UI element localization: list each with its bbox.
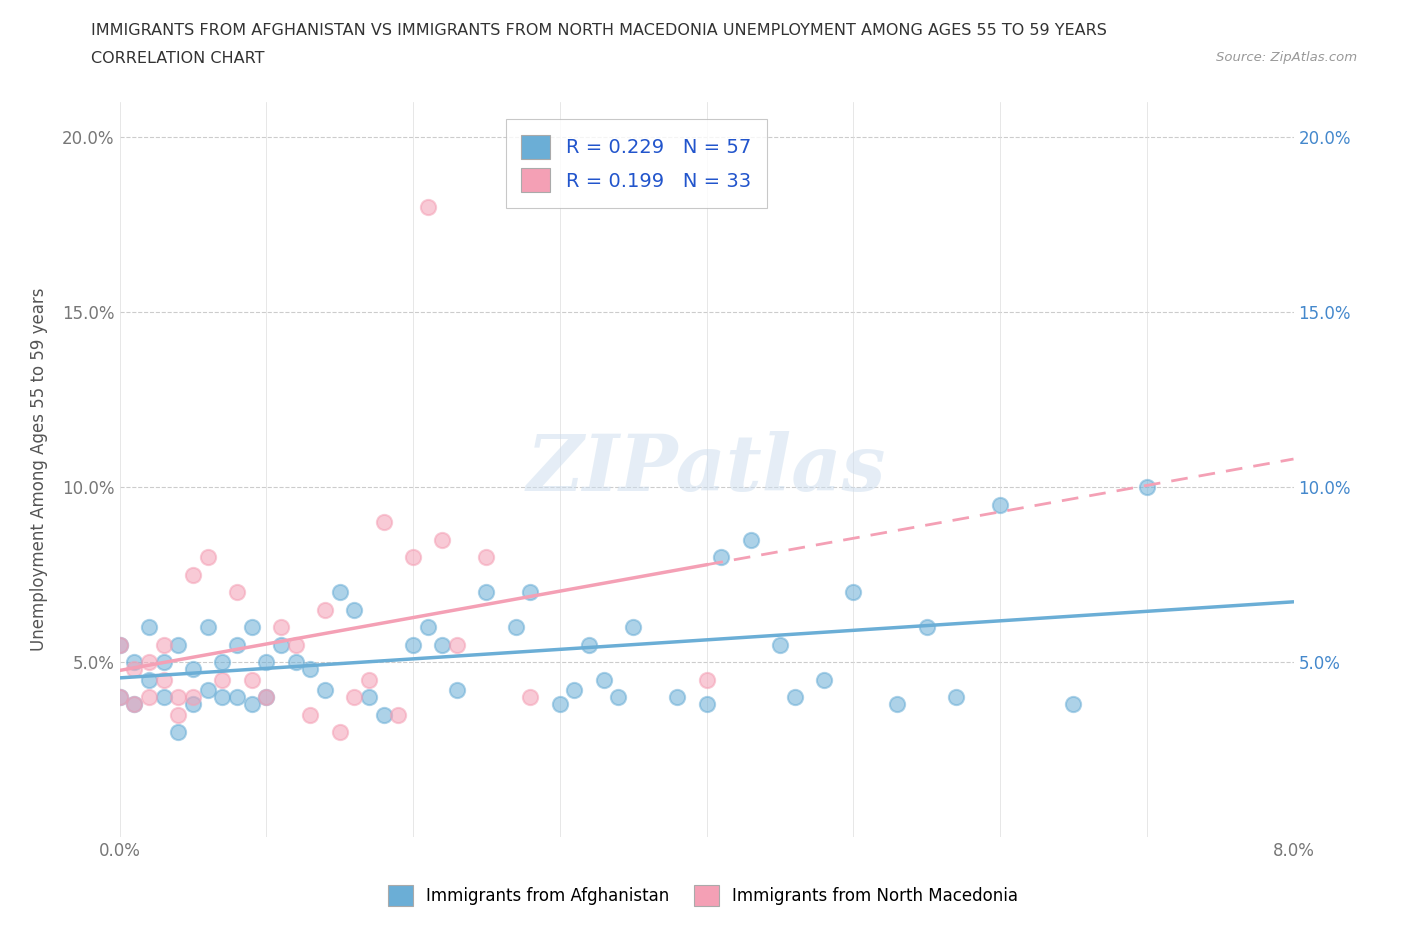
Point [152, 637, 174, 652]
Point [373, 707, 395, 722]
Point [915, 619, 938, 634]
Point [108, 637, 131, 652]
Point [740, 532, 762, 547]
Point [108, 637, 131, 652]
Point [197, 550, 219, 565]
Point [122, 655, 145, 670]
Text: CORRELATION CHART: CORRELATION CHART [91, 51, 264, 66]
Point [988, 498, 1011, 512]
Point [284, 637, 307, 652]
Legend: R = 0.229   N = 57, R = 0.199   N = 33: R = 0.229 N = 57, R = 0.199 N = 33 [506, 119, 766, 207]
Point [211, 690, 233, 705]
Point [578, 637, 600, 652]
Point [402, 637, 425, 652]
Point [357, 672, 380, 687]
Point [710, 550, 733, 565]
Point [314, 602, 336, 617]
Point [152, 690, 174, 705]
Point [416, 200, 439, 215]
Point [475, 550, 498, 565]
Point [519, 690, 541, 705]
Legend: Immigrants from Afghanistan, Immigrants from North Macedonia: Immigrants from Afghanistan, Immigrants … [381, 879, 1025, 912]
Point [211, 672, 233, 687]
Point [122, 697, 145, 711]
Y-axis label: Unemployment Among Ages 55 to 59 years: Unemployment Among Ages 55 to 59 years [31, 288, 48, 651]
Point [152, 672, 174, 687]
Point [167, 724, 190, 739]
Point [167, 690, 190, 705]
Text: ZIPatlas: ZIPatlas [527, 432, 886, 508]
Point [696, 672, 718, 687]
Point [329, 585, 352, 600]
Point [108, 690, 131, 705]
Point [299, 661, 322, 676]
Point [1136, 480, 1159, 495]
Point [621, 619, 644, 634]
Point [122, 661, 145, 676]
Point [181, 690, 204, 705]
Point [666, 690, 689, 705]
Point [343, 690, 366, 705]
Point [475, 585, 498, 600]
Point [225, 637, 249, 652]
Point [607, 690, 630, 705]
Point [240, 672, 263, 687]
Point [813, 672, 835, 687]
Point [108, 690, 131, 705]
Point [519, 585, 541, 600]
Point [138, 619, 160, 634]
Point [138, 672, 160, 687]
Point [387, 707, 409, 722]
Point [284, 655, 307, 670]
Point [1062, 697, 1084, 711]
Point [432, 637, 454, 652]
Point [181, 661, 204, 676]
Point [225, 690, 249, 705]
Point [138, 690, 160, 705]
Point [886, 697, 908, 711]
Point [432, 532, 454, 547]
Point [254, 655, 277, 670]
Point [373, 514, 395, 529]
Point [240, 619, 263, 634]
Text: IMMIGRANTS FROM AFGHANISTAN VS IMMIGRANTS FROM NORTH MACEDONIA UNEMPLOYMENT AMON: IMMIGRANTS FROM AFGHANISTAN VS IMMIGRANT… [91, 23, 1108, 38]
Point [181, 697, 204, 711]
Point [138, 655, 160, 670]
Point [329, 724, 352, 739]
Point [842, 585, 865, 600]
Point [181, 567, 204, 582]
Point [343, 602, 366, 617]
Point [167, 707, 190, 722]
Point [446, 683, 468, 698]
Point [122, 697, 145, 711]
Point [783, 690, 806, 705]
Point [402, 550, 425, 565]
Point [254, 690, 277, 705]
Point [357, 690, 380, 705]
Point [769, 637, 792, 652]
Text: Source: ZipAtlas.com: Source: ZipAtlas.com [1216, 51, 1357, 64]
Point [945, 690, 967, 705]
Point [197, 683, 219, 698]
Point [270, 619, 292, 634]
Point [270, 637, 292, 652]
Point [240, 697, 263, 711]
Point [505, 619, 527, 634]
Point [152, 655, 174, 670]
Point [696, 697, 718, 711]
Point [446, 637, 468, 652]
Point [564, 683, 586, 698]
Point [592, 672, 614, 687]
Point [197, 619, 219, 634]
Point [167, 637, 190, 652]
Point [548, 697, 571, 711]
Point [225, 585, 249, 600]
Point [254, 690, 277, 705]
Point [416, 619, 439, 634]
Point [314, 683, 336, 698]
Point [299, 707, 322, 722]
Point [211, 655, 233, 670]
